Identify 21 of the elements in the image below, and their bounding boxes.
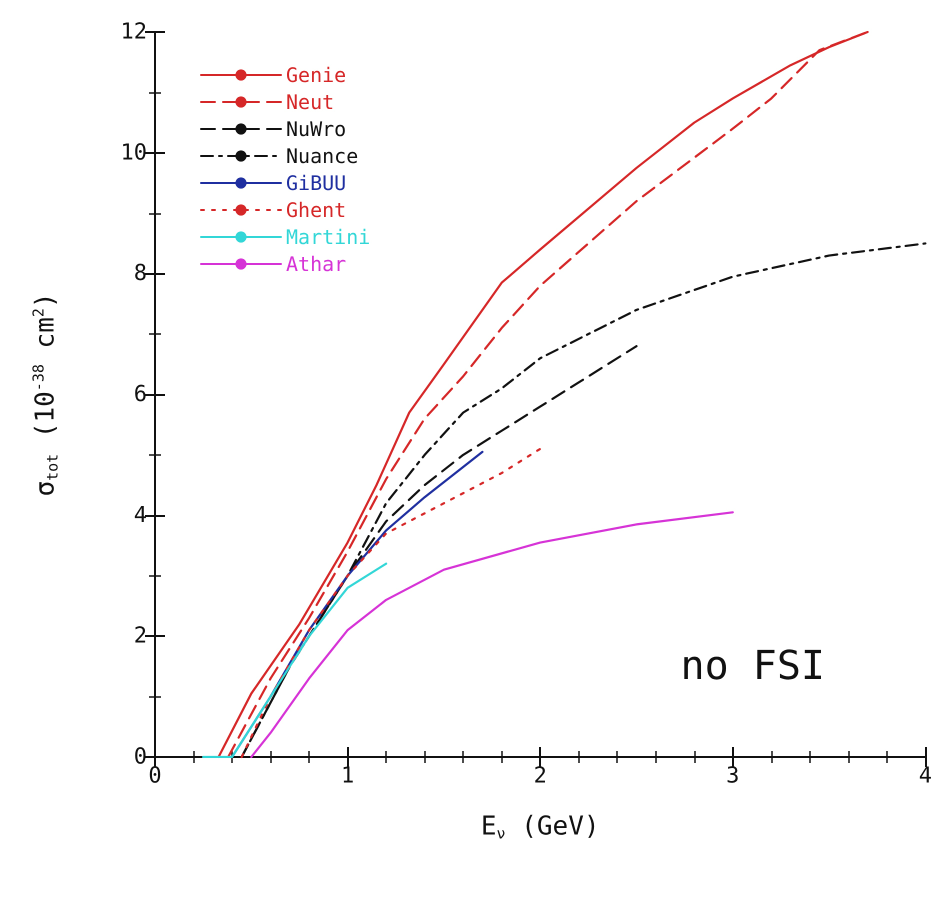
legend-label: Athar [286,252,346,276]
x-tick-label: 4 [918,764,932,788]
annotation: no FSI [680,643,826,689]
legend-label: Martini [286,225,370,249]
y-tick-label: 2 [134,624,147,649]
y-tick-label: 8 [134,261,147,286]
x-tick-label: 2 [534,764,547,788]
legend-label: NuWro [286,117,346,141]
y-tick-label: 0 [134,744,147,770]
legend-label: Neut [286,90,334,114]
y-tick-label: 10 [120,140,147,166]
legend-label: GiBUU [286,171,346,195]
y-tick-label: 6 [134,382,147,407]
x-tick-label: 1 [340,764,354,788]
legend-label: Genie [286,63,346,87]
x-tick-label: 3 [726,764,740,788]
y-axis-title: σtot (10-38 cm2) [30,292,62,497]
y-tick-label: 12 [120,20,147,44]
legend-label: Ghent [286,198,346,222]
legend-label: Nuance [286,144,358,168]
y-tick-label: 4 [134,502,147,528]
